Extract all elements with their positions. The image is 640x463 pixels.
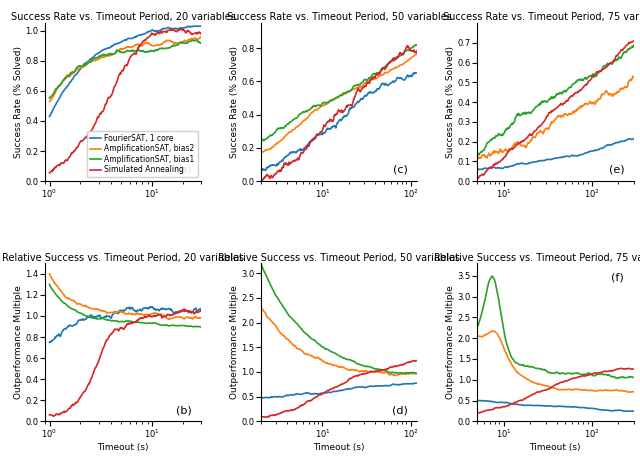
Title: Success Rate vs. Timeout Period, 20 variables: Success Rate vs. Timeout Period, 20 vari… (11, 13, 236, 22)
Text: (c): (c) (393, 165, 408, 175)
Title: Success Rate vs. Timeout Period, 75 variables: Success Rate vs. Timeout Period, 75 vari… (443, 13, 640, 22)
Y-axis label: Outperformance Multiple: Outperformance Multiple (445, 286, 455, 399)
Title: Relative Success vs. Timeout Period, 75 variables: Relative Success vs. Timeout Period, 75 … (434, 252, 640, 263)
Legend: FourierSAT, 1 core, AmplificationSAT, bias2, AmplificationSAT, bias1, Simulated : FourierSAT, 1 core, AmplificationSAT, bi… (86, 131, 198, 177)
Title: Relative Success vs. Timeout Period, 50 variables: Relative Success vs. Timeout Period, 50 … (218, 252, 460, 263)
X-axis label: Timeout (s): Timeout (s) (314, 443, 365, 452)
Text: (a): (a) (177, 165, 192, 175)
Title: Success Rate vs. Timeout Period, 50 variables: Success Rate vs. Timeout Period, 50 vari… (227, 13, 452, 22)
Y-axis label: Outperformance Multiple: Outperformance Multiple (13, 286, 22, 399)
X-axis label: Timeout (s): Timeout (s) (97, 443, 149, 452)
Y-axis label: Success Rate (% Solved): Success Rate (% Solved) (445, 46, 455, 158)
Title: Relative Success vs. Timeout Period, 20 variables: Relative Success vs. Timeout Period, 20 … (2, 252, 244, 263)
Text: (b): (b) (176, 405, 192, 415)
Y-axis label: Success Rate (% Solved): Success Rate (% Solved) (13, 46, 22, 158)
Text: (d): (d) (392, 405, 408, 415)
Text: (f): (f) (611, 273, 624, 283)
Text: (e): (e) (609, 165, 624, 175)
X-axis label: Timeout (s): Timeout (s) (529, 443, 581, 452)
Y-axis label: Outperformance Multiple: Outperformance Multiple (230, 286, 239, 399)
Y-axis label: Success Rate (% Solved): Success Rate (% Solved) (230, 46, 239, 158)
